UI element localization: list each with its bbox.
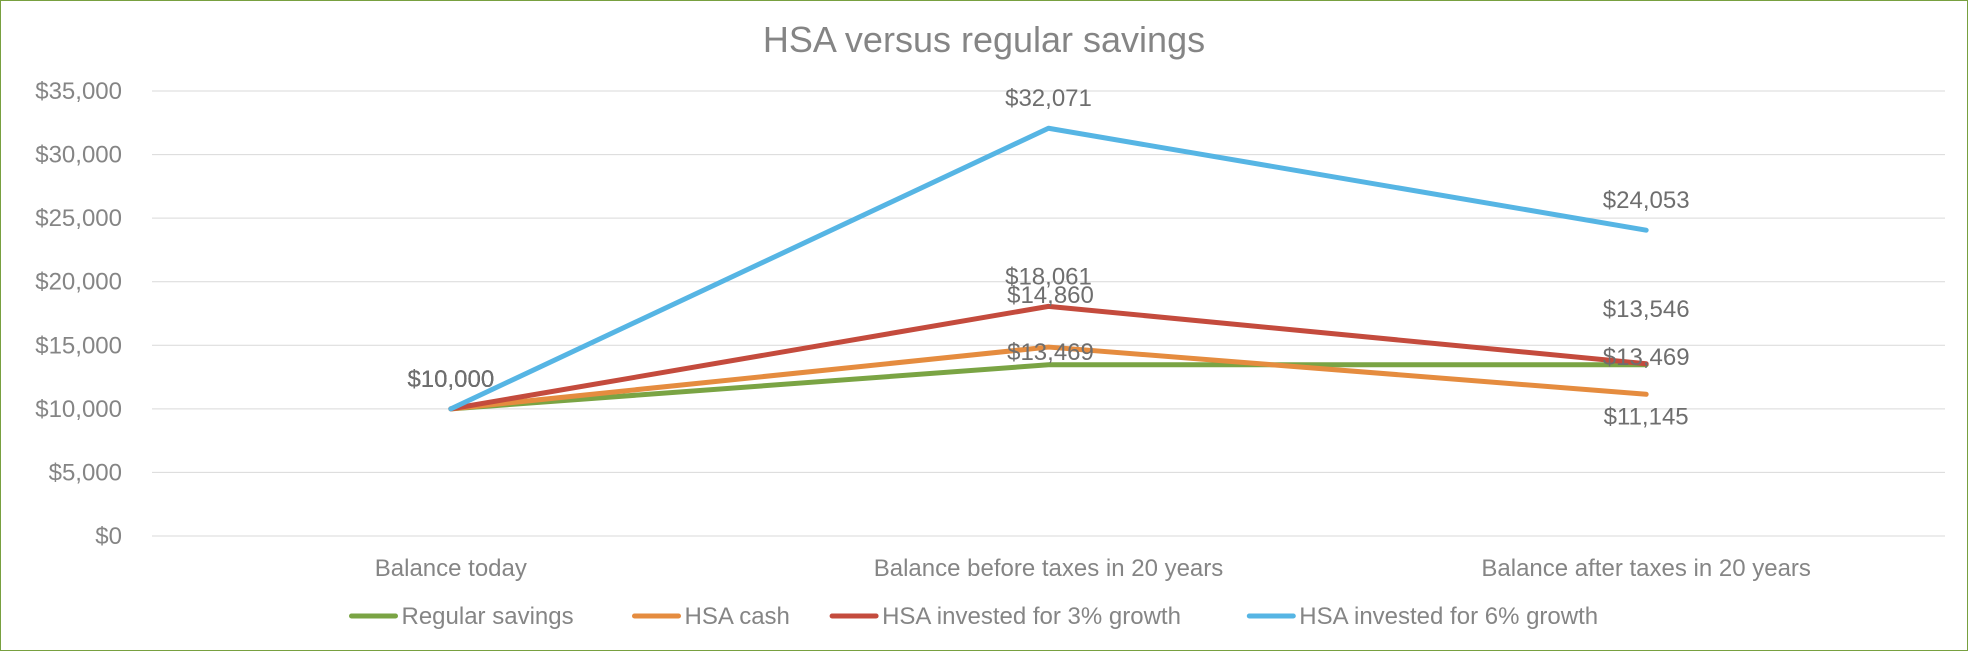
- series-line: [448, 125, 1649, 412]
- y-tick-label: $0: [95, 523, 122, 550]
- data-label: $10,000: [407, 366, 494, 393]
- x-category-label: Balance before taxes in 20 years: [874, 555, 1224, 582]
- data-label: $13,546: [1603, 296, 1690, 323]
- y-tick-label: $30,000: [35, 142, 122, 169]
- data-label: $32,071: [1005, 85, 1092, 112]
- data-labels: $10,000$13,469 $13,469$10,000$14,860$11,1…: [407, 85, 1689, 430]
- legend-label: HSA cash: [685, 603, 790, 630]
- y-tick-label: $5,000: [49, 459, 122, 486]
- y-tick-label: $35,000: [35, 78, 122, 105]
- y-axis-tick-labels: $0 $5,000 $10,000 $15,000 $20,000 $25,000 $30,…: [35, 78, 122, 550]
- data-label: $18,061: [1005, 263, 1092, 290]
- y-tick-label: $20,000: [35, 269, 122, 296]
- data-label: $14,860: [1007, 282, 1094, 309]
- chart-title: HSA versus regular savings: [763, 19, 1205, 60]
- series-line: [448, 362, 1649, 412]
- data-label: $10,000: [407, 366, 494, 393]
- series-lines: [448, 125, 1649, 412]
- legend: Regular savings HSA cash HSA invested for …: [349, 603, 1598, 630]
- x-category-label: Balance after taxes in 20 years: [1481, 555, 1811, 582]
- data-label: $10,000: [407, 366, 494, 393]
- y-tick-label: $25,000: [35, 205, 122, 232]
- data-label: $13,469: [1007, 339, 1094, 366]
- legend-label: HSA invested for 6% growth: [1299, 603, 1598, 630]
- data-label: $24,053: [1603, 187, 1690, 214]
- x-axis-category-labels: Balance today Balance before taxes in 20 …: [375, 555, 1811, 582]
- series-line: [448, 344, 1649, 412]
- y-tick-label: $10,000: [35, 396, 122, 423]
- data-label: $10,000: [407, 366, 494, 393]
- data-label: $11,145: [1604, 403, 1689, 430]
- gridlines: [152, 90, 1945, 537]
- legend-label: Regular savings: [402, 603, 574, 630]
- y-tick-label: $15,000: [35, 332, 122, 359]
- data-label: $13,469: [1603, 344, 1690, 371]
- legend-label: HSA invested for 3% growth: [882, 603, 1181, 630]
- x-category-label: Balance today: [375, 555, 527, 582]
- series-line: [448, 303, 1649, 412]
